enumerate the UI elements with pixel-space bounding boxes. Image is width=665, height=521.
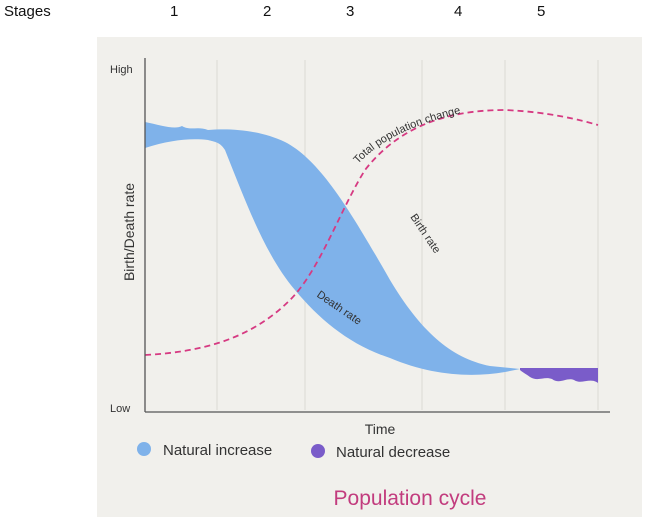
- total-population-curve: [144, 109, 599, 356]
- legend: Natural increase Natural decrease: [137, 442, 450, 461]
- birth-rate-text: Birth rate: [407, 212, 442, 256]
- axes: [144, 58, 610, 413]
- natural-increase-swatch: [137, 442, 151, 456]
- stage-4-label: 4: [454, 3, 463, 20]
- stages-label: Stages: [4, 3, 51, 20]
- natural-decrease-area: [520, 368, 598, 383]
- y-high-label: High: [110, 64, 133, 76]
- stages-header: Stages 1 2 3 4 5: [0, 0, 665, 30]
- total-population-label: Total population change: [351, 105, 461, 167]
- natural-increase-area: [145, 122, 520, 375]
- y-axis-label: Birth/Death rate: [121, 183, 137, 281]
- stage-3-label: 3: [346, 3, 355, 20]
- birth-rate-label: Birth rate: [407, 212, 442, 256]
- natural-decrease-label: Natural decrease: [336, 444, 450, 461]
- stage-5-label: 5: [537, 3, 546, 20]
- stage-1-label: 1: [170, 3, 179, 20]
- natural-increase-label: Natural increase: [163, 442, 272, 459]
- stage-2-label: 2: [263, 3, 272, 20]
- y-low-label: Low: [110, 403, 130, 415]
- total-population-text: Total population change: [351, 105, 461, 167]
- figure-caption: Population cycle: [334, 487, 487, 510]
- natural-decrease-swatch: [311, 444, 325, 458]
- x-axis-label: Time: [365, 421, 396, 437]
